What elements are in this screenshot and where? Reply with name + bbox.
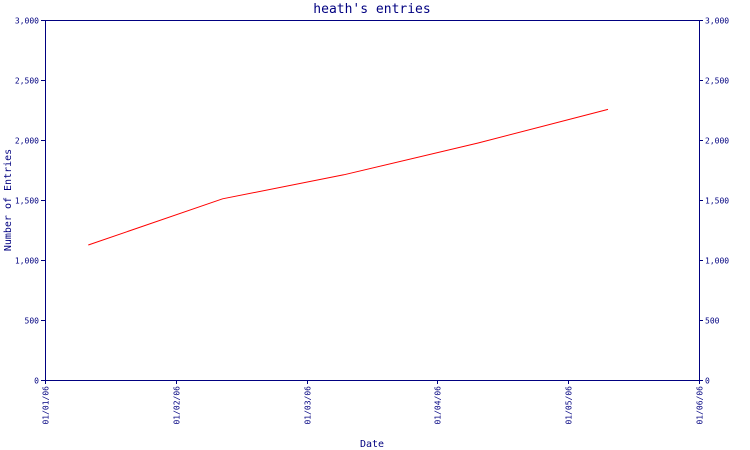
x-axis: 01/01/06 01/02/06 01/03/06 01/04/06 01/05/06… bbox=[42, 380, 705, 425]
x-tick-label: 01/01/06 bbox=[42, 386, 51, 425]
y-tick-label-right: 500 bbox=[705, 317, 720, 326]
x-tick-label: 01/02/06 bbox=[173, 386, 182, 425]
y-tick-label-right: 2,500 bbox=[705, 77, 729, 86]
y-tick-label-right: 3,000 bbox=[705, 17, 729, 26]
y-tick-label-left: 1,000 bbox=[15, 257, 39, 266]
y-tick-label-right: 2,000 bbox=[705, 137, 729, 146]
y-axis-label: Number of Entries bbox=[3, 149, 14, 251]
series-layer bbox=[88, 108, 609, 246]
x-tick-label: 01/04/06 bbox=[434, 386, 443, 425]
x-axis-label: Date bbox=[360, 439, 384, 450]
series-line bbox=[88, 108, 609, 246]
y-tick-label-left: 0 bbox=[34, 377, 39, 386]
y-axis-right: 0 500 1,000 1,500 2,000 2,500 3,000 bbox=[699, 17, 729, 386]
plot-area-frame bbox=[45, 20, 700, 381]
y-tick-label-left: 1,500 bbox=[15, 197, 39, 206]
y-tick-label-right: 1,000 bbox=[705, 257, 729, 266]
y-tick-label-left: 500 bbox=[25, 317, 40, 326]
x-tick-label: 01/06/06 bbox=[696, 386, 705, 425]
x-tick-label: 01/05/06 bbox=[565, 386, 574, 425]
y-tick-label-right: 0 bbox=[705, 377, 710, 386]
y-axis-left: 0 500 1,000 1,500 2,000 2,500 3,000 bbox=[15, 17, 45, 386]
y-tick-label-right: 1,500 bbox=[705, 197, 729, 206]
y-tick-label-left: 2,500 bbox=[15, 77, 39, 86]
y-tick-label-left: 2,000 bbox=[15, 137, 39, 146]
chart-title: heath's entries bbox=[313, 2, 430, 17]
y-tick-label-left: 3,000 bbox=[15, 17, 39, 26]
x-tick-label: 01/03/06 bbox=[304, 386, 313, 425]
